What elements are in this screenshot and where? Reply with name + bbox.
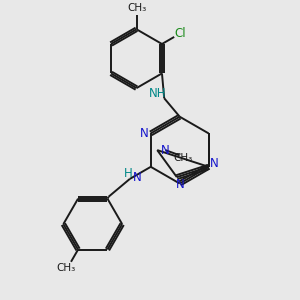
Text: NH: NH xyxy=(149,87,166,100)
Text: N: N xyxy=(210,157,219,169)
Text: N: N xyxy=(140,127,148,140)
Text: CH₃: CH₃ xyxy=(127,3,146,13)
Text: N: N xyxy=(161,144,170,157)
Text: N: N xyxy=(176,178,185,191)
Text: CH₃: CH₃ xyxy=(173,153,192,163)
Text: H: H xyxy=(124,167,132,180)
Text: Cl: Cl xyxy=(175,27,186,40)
Text: CH₃: CH₃ xyxy=(56,263,75,273)
Text: N: N xyxy=(133,170,142,184)
